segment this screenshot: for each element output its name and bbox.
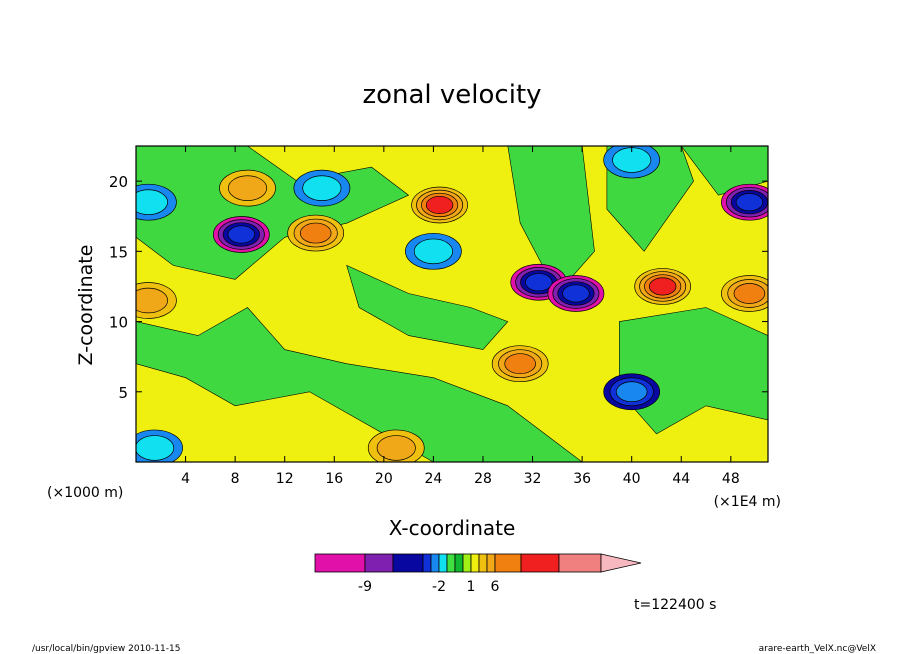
colorbar-segment-8 — [462, 553, 472, 573]
x-tick-label-2: 12 — [276, 471, 294, 487]
colorbar-segment-13 — [520, 553, 560, 573]
colorbar-segment-14 — [558, 553, 602, 573]
colorbar-label-2: 1 — [467, 579, 476, 595]
footer-right: arare-earth_VelX.nc@VelX — [759, 644, 876, 654]
colorbar-arrow — [600, 553, 642, 573]
field-blob-4-1 — [302, 175, 342, 201]
y-tick-label-1: 10 — [109, 314, 128, 332]
field-blob-6-1 — [413, 238, 453, 265]
x-tick-label-4: 20 — [375, 471, 393, 487]
y-tick-label-2: 15 — [109, 243, 128, 261]
x-tick-label-3: 16 — [325, 471, 343, 487]
field-blob-15-1 — [136, 435, 175, 461]
colorbar-segment-9 — [470, 553, 480, 573]
x-axis-label: X-coordinate — [389, 516, 516, 540]
field-blob-3-2 — [299, 222, 332, 244]
field-blob-16-1 — [376, 435, 416, 461]
green-region-2 — [346, 264, 509, 350]
colorbar-segment-10 — [478, 553, 488, 573]
colorbar-segment-0 — [314, 553, 366, 573]
colorbar-segment-4 — [430, 553, 440, 573]
x-tick-label-1: 8 — [231, 471, 240, 487]
colorbar-segment-5 — [438, 553, 448, 573]
field-blob-1-3 — [227, 225, 256, 244]
field-blob-13-2 — [504, 353, 536, 375]
field-blob-7-3 — [525, 273, 553, 292]
x-unit-left: (×1000 m) — [47, 485, 123, 501]
green-region-6 — [680, 146, 768, 196]
x-tick-label-7: 32 — [524, 471, 542, 487]
colorbar-segment-2 — [392, 553, 424, 573]
colorbar-segment-11 — [486, 553, 496, 573]
colorbar-label-3: 6 — [491, 579, 500, 595]
x-tick-label-0: 4 — [181, 471, 190, 487]
x-tick-label-9: 40 — [623, 471, 641, 487]
x-tick-label-8: 36 — [573, 471, 591, 487]
x-tick-label-6: 28 — [474, 471, 492, 487]
y-tick-label-0: 5 — [118, 384, 128, 402]
field-blob-9-3 — [648, 277, 677, 296]
colorbar-label-1: -2 — [432, 579, 446, 595]
x-tick-label-11: 48 — [722, 471, 740, 487]
colorbar: -9 -2 1 6 — [314, 553, 642, 595]
field-blob-12-1 — [136, 287, 168, 314]
field-blob-11-2 — [733, 283, 766, 304]
x-unit-right: (×1E4 m) — [714, 494, 781, 510]
colorbar-segment-6 — [446, 553, 456, 573]
footer-left: /usr/local/bin/gpview 2010-11-15 — [32, 644, 180, 654]
colorbar-segment-7 — [454, 553, 464, 573]
y-tick-label-3: 20 — [109, 173, 128, 191]
plot-frame — [135, 145, 769, 463]
field-blob-0-1 — [136, 189, 168, 215]
field-blob-2-1 — [227, 175, 268, 201]
colorbar-label-0: -9 — [358, 579, 372, 595]
x-tick-label-5: 24 — [424, 471, 442, 487]
colorbar-segment-1 — [364, 553, 394, 573]
x-tick-label-10: 44 — [672, 471, 690, 487]
green-region-3 — [507, 146, 595, 295]
contour-field — [136, 146, 768, 462]
field-blob-14-2 — [615, 381, 648, 403]
green-region-1 — [136, 307, 583, 462]
field-blob-8-3 — [562, 284, 590, 303]
time-label: t=122400 s — [634, 597, 716, 613]
colorbar-segment-12 — [494, 553, 522, 573]
y-axis-label: Z-coordinate — [75, 245, 97, 366]
chart-title: zonal velocity — [362, 80, 541, 110]
field-blob-10-3 — [735, 193, 764, 212]
field-blob-5-3 — [425, 195, 454, 215]
colorbar-segment-3 — [422, 553, 432, 573]
